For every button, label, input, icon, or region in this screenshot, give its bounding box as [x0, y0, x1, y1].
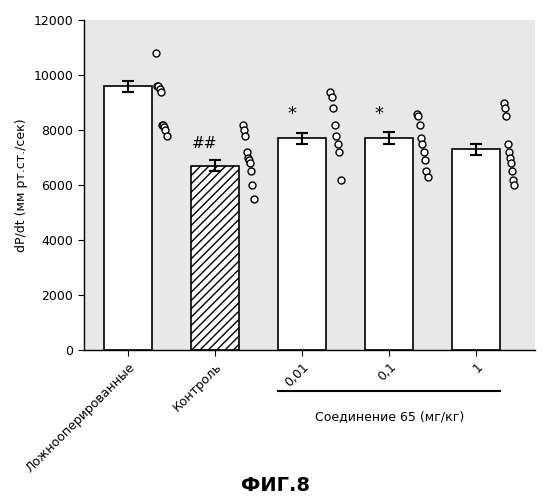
Text: ##: ## [192, 136, 218, 150]
Bar [365, 138, 413, 350]
Text: *: * [287, 105, 296, 123]
Bar [191, 166, 239, 350]
Text: Соединение 65 (мг/кг): Соединение 65 (мг/кг) [315, 410, 464, 424]
Text: *: * [375, 104, 383, 122]
Bar [452, 149, 500, 350]
Y-axis label: dP/dt (мм рт.ст./сек): dP/dt (мм рт.ст./сек) [15, 118, 28, 252]
Bar [278, 138, 326, 350]
Text: ФИГ.8: ФИГ.8 [240, 476, 310, 495]
Bar [104, 86, 152, 350]
